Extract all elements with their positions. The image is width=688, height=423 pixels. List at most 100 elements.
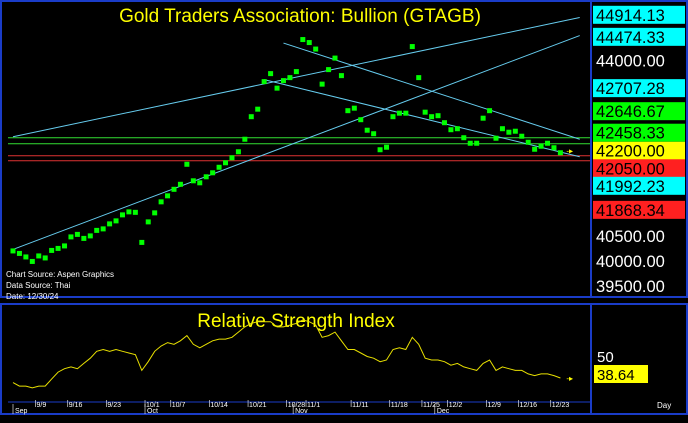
price-label-11: 40000.00 [596,253,665,271]
price-label-7: 42050.00 [596,160,665,178]
price-point-32 [216,164,222,170]
x-tick-label-4: 10/7 [172,402,186,409]
price-point-38 [255,106,261,112]
price-point-39 [261,79,267,85]
price-point-12 [87,233,93,239]
rsi-panel-frame [0,303,592,415]
price-point-6 [49,247,55,253]
rsi-tick-50: 50 [597,349,614,366]
price-point-16 [113,218,119,224]
price-point-36 [242,136,248,142]
rsi-last-marker: -▸ [566,374,573,383]
x-tick-label-6: 10/21 [249,402,267,409]
x-tick-label-9: 11/11 [352,402,369,409]
price-point-78 [512,128,518,134]
price-point-45 [300,37,306,43]
price-point-74 [487,108,493,114]
price-point-83 [545,140,551,146]
rsi-last-value-box [594,365,648,383]
price-point-49 [326,67,332,73]
price-point-8 [62,243,68,249]
price-point-44 [293,69,299,75]
price-label-9: 41868.34 [596,202,665,220]
price-point-80 [525,139,531,145]
price-point-30 [203,174,209,180]
price-point-34 [229,155,235,161]
x-month-label-1: Oct [147,408,158,415]
price-point-66 [435,113,441,119]
price-point-10 [74,231,80,237]
rsi-plot-area: -▸ [12,319,573,389]
price-label-box-8 [593,176,685,195]
price-label-box-9 [593,200,685,219]
x-month-label-2: Nov [295,408,308,415]
price-point-42 [280,78,286,84]
price-point-57 [377,147,383,153]
price-point-46 [306,40,312,46]
price-point-51 [338,73,344,79]
price-point-85 [557,150,563,156]
price-label-box-4 [593,102,685,121]
price-point-64 [422,109,428,115]
price-point-27 [184,161,190,167]
price-point-23 [158,199,164,205]
price-label-0: 44914.13 [596,7,665,25]
price-point-63 [416,75,422,81]
price-point-20 [139,239,145,245]
price-label-2: 44000.00 [596,53,665,71]
rsi-scale-frame [590,303,688,415]
price-point-3 [29,258,35,264]
price-point-1 [16,250,22,256]
price-label-box-6 [593,141,685,160]
price-label-box-3 [593,79,685,98]
last-price-marker: -▸ [566,147,573,156]
price-point-54 [358,117,364,123]
price-point-13 [94,227,100,233]
x-tick-label-2: 9/23 [107,402,121,409]
price-point-62 [409,44,415,50]
price-point-56 [371,131,377,137]
price-point-59 [390,114,396,120]
price-panel-frame [0,0,592,298]
price-point-84 [551,145,557,151]
price-point-76 [499,126,505,132]
price-point-40 [268,71,274,77]
price-point-18 [126,209,132,215]
price-label-1: 44474.33 [596,29,665,47]
price-point-14 [100,226,106,232]
price-label-box-7 [593,159,685,178]
price-point-77 [506,129,512,135]
price-point-65 [429,114,435,120]
x-tick-label-3: 10/1 [146,402,160,409]
price-point-15 [107,221,113,227]
price-point-28 [190,178,196,184]
price-point-43 [287,75,293,81]
price-point-70 [461,135,467,141]
price-point-47 [313,46,319,52]
price-point-26 [177,181,183,187]
x-tick-label-13: 12/9 [487,402,501,409]
price-point-75 [493,135,499,141]
price-label-box-1 [593,27,685,46]
price-point-31 [210,170,216,176]
price-label-10: 40500.00 [596,228,665,246]
price-point-67 [441,120,447,126]
rsi-last-value: 38.64 [597,367,635,384]
x-month-label-0: Sep [15,408,28,415]
price-point-0 [10,248,16,254]
x-tick-label-12: 12/2 [449,402,463,409]
price-point-69 [454,126,460,132]
price-point-53 [351,105,357,111]
price-point-7 [55,245,61,251]
price-point-35 [235,149,241,155]
price-point-25 [171,186,177,192]
trend-line-0 [12,17,580,138]
price-plot-area: -▸ [8,17,590,264]
price-label-6: 42200.00 [596,143,665,161]
price-point-48 [319,81,325,87]
x-axis: 9/9 9/16 9/23 10/1 10/7 10/14 10/21 10/28 11/1 11… [8,400,590,415]
price-label-3: 42707.28 [596,80,665,98]
price-label-12: 39500.00 [596,278,665,296]
x-tick-label-1: 9/16 [69,402,83,409]
price-point-82 [538,143,544,149]
